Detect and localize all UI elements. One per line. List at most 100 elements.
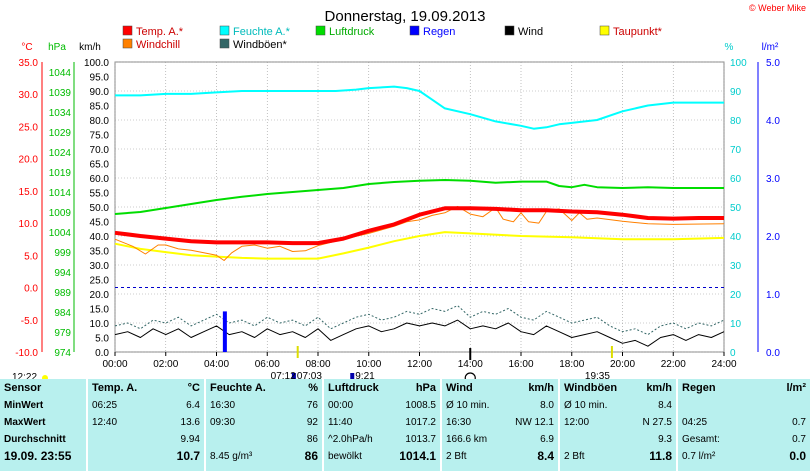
stats-column: Sensor MinWert MaxWert Durchschnitt 19.09. 2… (0, 379, 86, 471)
wind-tick-label: 100.0 (84, 58, 109, 69)
sunrise-label: 07:12 (271, 371, 296, 379)
stats-row: 16:30 NW 12.1 (446, 415, 554, 430)
humidity-axis-unit: % (725, 42, 734, 53)
stats-header: Luftdruck hPa (328, 381, 436, 396)
x-tick-label: 18:00 (559, 359, 584, 370)
stats-row: 04:25 0.7 (682, 415, 806, 430)
stats-header: Wind km/h (446, 381, 554, 396)
stats-value: 92 (306, 417, 318, 428)
stats-value: 8.0 (540, 400, 554, 411)
stats-value: l/m² (786, 382, 806, 394)
humidity-tick-label: 10 (730, 319, 742, 330)
pressure-tick-label: 1034 (49, 108, 72, 119)
stats-label: Feuchte A. (210, 382, 266, 394)
stats-value: 8.4 (658, 400, 672, 411)
pressure-tick-label: 989 (54, 288, 71, 299)
x-tick-label: 14:00 (458, 359, 483, 370)
stats-label: 04:25 (682, 417, 708, 428)
stats-row: 166.6 km 6.9 (446, 432, 554, 447)
legend-label: Windböen* (233, 39, 288, 51)
stats-value: 1017.2 (405, 417, 436, 428)
stats-row: Ø 10 min. 8.4 (564, 398, 672, 413)
humidity-tick-label: 60 (730, 174, 742, 185)
rain-tick-label: 0.0 (766, 348, 780, 359)
stats-value: 11.8 (649, 449, 672, 463)
stats-label: 16:30 (210, 400, 236, 411)
stats-label: MinWert (4, 400, 44, 411)
pressure-tick-label: 1024 (49, 148, 72, 159)
series-line-windben (114, 305, 725, 336)
statistics-table: Sensor MinWert MaxWert Durchschnitt 19.09. 2… (0, 379, 810, 471)
x-tick-label: 10:00 (356, 359, 381, 370)
stats-value: 13.6 (180, 417, 200, 428)
wind-tick-label: 90.0 (90, 87, 110, 98)
chart-title: Donnerstag, 19.09.2013 (325, 8, 486, 25)
wind-tick-label: 0.0 (95, 348, 109, 359)
legend-label: Feuchte A.* (233, 26, 291, 38)
legend-swatch (315, 25, 326, 36)
stats-label: 12:00 (564, 417, 590, 428)
stats-header: Windböen km/h (564, 381, 672, 396)
stats-row: 0.7 l/m² 0.0 (682, 449, 806, 464)
humidity-tick-label: 90 (730, 87, 742, 98)
moonset-marker (350, 373, 355, 379)
stats-row: MinWert (4, 398, 82, 413)
pressure-tick-label: 984 (54, 308, 71, 319)
stats-row: 00:00 1008.5 (328, 398, 436, 413)
x-tick-label: 16:00 (508, 359, 533, 370)
stats-label: 19.09. 23:55 (4, 449, 72, 463)
stats-value: 10.7 (176, 449, 200, 463)
copyright-text: © Weber Mike (749, 3, 806, 13)
stats-value: N 27.5 (642, 417, 672, 428)
temp-axis-unit: °C (21, 42, 32, 53)
series-line-luftdruck (114, 179, 724, 215)
legend-swatch (409, 25, 420, 36)
stats-row: 86 (210, 432, 318, 447)
wind-tick-label: 85.0 (90, 102, 110, 113)
moonrise-label: 07:03 (297, 371, 322, 379)
temp-tick-label: 20.0 (19, 155, 39, 166)
time-label: 12:22 (12, 372, 37, 379)
stats-row: 09:30 92 (210, 415, 318, 430)
legend-swatch (599, 25, 610, 36)
sunset-label: 19:35 (585, 371, 610, 379)
wind-tick-label: 40.0 (90, 232, 110, 243)
wind-tick-label: 60.0 (90, 174, 110, 185)
stats-label: 00:00 (328, 400, 354, 411)
stats-column: Feuchte A.% 16:30 76 09:30 92 86 8.45 g/m³ 86 (206, 379, 322, 471)
legend-label: Wind (518, 26, 543, 38)
stats-label: Luftdruck (328, 382, 379, 394)
pressure-tick-label: 994 (54, 268, 71, 279)
stats-row: 2 Bft 8.4 (446, 449, 554, 464)
pressure-tick-label: 974 (54, 348, 71, 359)
legend-swatch (219, 38, 230, 49)
x-tick-label: 08:00 (305, 359, 330, 370)
stats-value: 86 (304, 449, 318, 463)
legend-swatch (504, 25, 515, 36)
weather-chart: Donnerstag, 19.09.2013 © Weber Mike Temp… (12, 3, 806, 379)
stats-label: 16:30 (446, 417, 472, 428)
stats-label: Temp. A. (92, 382, 138, 394)
wind-tick-label: 65.0 (90, 160, 110, 171)
stats-label: bewölkt (328, 451, 362, 462)
stats-label: Durchschnitt (4, 434, 66, 445)
temp-tick-label: 10.0 (19, 219, 39, 230)
x-tick-label: 22:00 (661, 359, 686, 370)
pressure-tick-label: 979 (54, 328, 71, 339)
stats-label: 0.7 l/m² (682, 451, 716, 462)
wind-axis-unit: km/h (79, 42, 101, 53)
humidity-tick-label: 30 (730, 261, 742, 272)
humidity-tick-label: 40 (730, 232, 742, 243)
stats-value: 9.3 (658, 434, 672, 445)
wind-tick-label: 30.0 (90, 261, 110, 272)
wind-tick-label: 25.0 (90, 276, 110, 287)
legend-swatch (122, 25, 133, 36)
stats-value: 86 (306, 434, 318, 445)
legend-swatch (122, 38, 133, 49)
stats-label: Ø 10 min. (446, 400, 490, 411)
humidity-tick-label: 50 (730, 203, 742, 214)
stats-value: 8.4 (537, 449, 554, 463)
stats-value: 1014.1 (399, 449, 436, 463)
chart-axes: 35.0 30.0 25.0 20.0 15.0 10.0 5.0 0.0 -5.0 -10.0 1… (15, 58, 780, 370)
legend-label: Regen (423, 26, 455, 38)
